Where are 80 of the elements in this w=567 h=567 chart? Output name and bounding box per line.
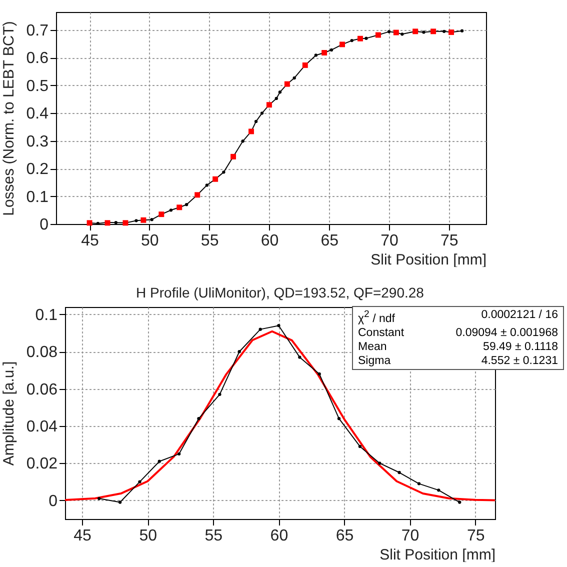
point	[241, 140, 244, 143]
point	[158, 460, 161, 463]
point	[314, 54, 318, 57]
point	[350, 38, 354, 42]
point	[378, 462, 382, 465]
annotation: Mean	[358, 340, 388, 354]
x-tick-label: 50	[141, 232, 159, 250]
y-tick-label: 0.7	[26, 22, 49, 40]
point	[184, 203, 188, 206]
x-tick-label: 70	[380, 232, 398, 250]
y-tick-label: 0.08	[26, 344, 58, 362]
y-tick-label: 0.5	[26, 78, 49, 95]
x-tick-label: 60	[260, 232, 279, 250]
x-tick-label: 60	[270, 528, 288, 544]
point	[387, 30, 391, 34]
point	[260, 112, 264, 115]
annotation: Constant	[358, 326, 406, 340]
point	[134, 219, 138, 222]
annotation: χ$^{2}$ / ndf	[358, 308, 396, 326]
point	[98, 496, 101, 500]
y-tick-label: 0.4	[26, 106, 49, 123]
annotation: 59.49 ± 0.1118	[482, 340, 558, 354]
y-tick-label: 0.3	[26, 133, 49, 150]
point	[222, 170, 226, 174]
x-tick-label: 55	[200, 232, 219, 250]
point	[298, 356, 302, 359]
y-tick-label: 0	[48, 492, 58, 510]
point	[277, 324, 280, 328]
y-axis-title: Losses (Norm. to LEBT BCT)	[0, 21, 18, 216]
x-tick-label: 65	[336, 528, 354, 544]
annotation: 0.0002121 / 16	[480, 308, 558, 323]
point	[437, 488, 440, 492]
chart-title: H Profile (UliMonitor), QD=193.52, QF=290.28	[136, 284, 424, 300]
point	[278, 90, 282, 94]
x-tick-label: 50	[139, 528, 158, 544]
annotation: 0.09094 ± 0.001968	[454, 326, 558, 340]
x-tick-label: 55	[204, 528, 223, 544]
x-tick-label: 75	[440, 232, 458, 250]
x-tick-label: 70	[401, 528, 420, 544]
point	[398, 470, 401, 474]
point	[258, 328, 262, 331]
point	[197, 417, 200, 420]
y-tick-label: 0.1	[35, 306, 58, 324]
point	[218, 392, 222, 396]
y-tick-label: 0.06	[26, 381, 58, 398]
point	[417, 482, 421, 486]
point	[292, 76, 296, 80]
y-tick-label: 0.1	[26, 188, 49, 206]
y-tick-label: 0.6	[26, 50, 49, 68]
y-tick-label: 0.02	[26, 456, 58, 473]
point	[400, 32, 404, 36]
point	[442, 30, 446, 33]
y-tick-label: 0.04	[26, 418, 58, 436]
point	[330, 48, 334, 52]
point	[238, 350, 241, 354]
point	[114, 221, 118, 224]
point	[169, 208, 173, 212]
point	[118, 500, 122, 504]
point	[337, 417, 341, 420]
point	[364, 36, 368, 40]
point	[458, 500, 462, 504]
point	[150, 218, 154, 222]
x-tick-label: 45	[74, 528, 92, 544]
y-tick-label: 0.2	[26, 161, 49, 178]
point	[318, 372, 321, 376]
annotation: Sigma	[358, 354, 392, 368]
point	[460, 29, 464, 32]
point	[254, 120, 258, 124]
point	[138, 480, 142, 484]
y-tick-label: 0	[40, 216, 49, 234]
x-tick-label: 75	[466, 528, 485, 544]
point	[422, 30, 426, 34]
point	[177, 452, 181, 456]
y-axis-title: Amplitude [a.u.]	[0, 361, 18, 466]
x-tick-label: 45	[81, 232, 100, 250]
x-tick-label: 65	[320, 232, 339, 250]
annotation: 4.552 ± 0.1231	[480, 354, 558, 368]
point	[358, 444, 362, 448]
point	[274, 96, 278, 100]
point	[205, 184, 208, 187]
